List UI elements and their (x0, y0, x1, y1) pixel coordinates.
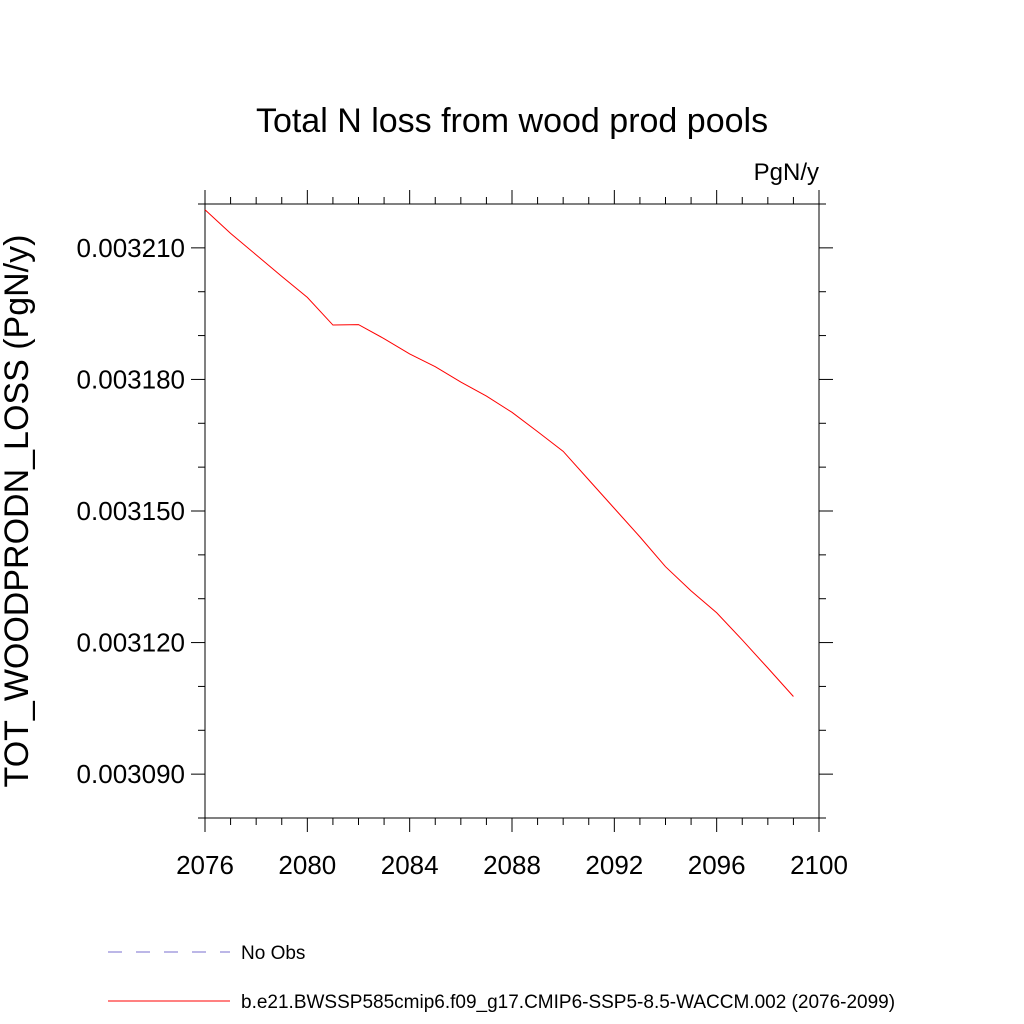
y-tick-labels: 0.003090 0.003120 0.003150 0.003180 0.003210 (77, 233, 185, 789)
x-tick-label: 2100 (790, 850, 848, 880)
x-tick-label: 2092 (585, 850, 643, 880)
x-tick-label: 2080 (278, 850, 336, 880)
x-tick-label: 2096 (688, 850, 746, 880)
y-tick-label: 0.003120 (77, 628, 185, 658)
legend: No Obs b.e21.BWSSP585cmip6.f09_g17.CMIP6… (108, 943, 895, 1013)
chart-title: Total N loss from wood prod pools (256, 102, 768, 140)
x-tick-label: 2088 (483, 850, 541, 880)
axis-ticks (191, 190, 833, 832)
legend-label-no-obs: No Obs (241, 943, 305, 964)
y-tick-label: 0.003150 (77, 496, 185, 526)
y-tick-label: 0.003180 (77, 364, 185, 394)
x-tick-label: 2084 (381, 850, 439, 880)
y-axis-label: TOT_WOODPRODN_LOSS (PgN/y) (0, 235, 36, 788)
x-tick-labels: 2076 2080 2084 2088 2092 2096 2100 (176, 850, 848, 880)
y-tick-label: 0.003210 (77, 233, 185, 263)
plot-frame (204, 203, 820, 819)
legend-label-model-run: b.e21.BWSSP585cmip6.f09_g17.CMIP6-SSP5-8… (241, 992, 895, 1013)
series-lines (204, 209, 794, 697)
y-tick-label: 0.003090 (77, 759, 185, 789)
units-label: PgN/y (754, 159, 819, 186)
series-line (204, 209, 794, 697)
x-tick-label: 2076 (176, 850, 234, 880)
